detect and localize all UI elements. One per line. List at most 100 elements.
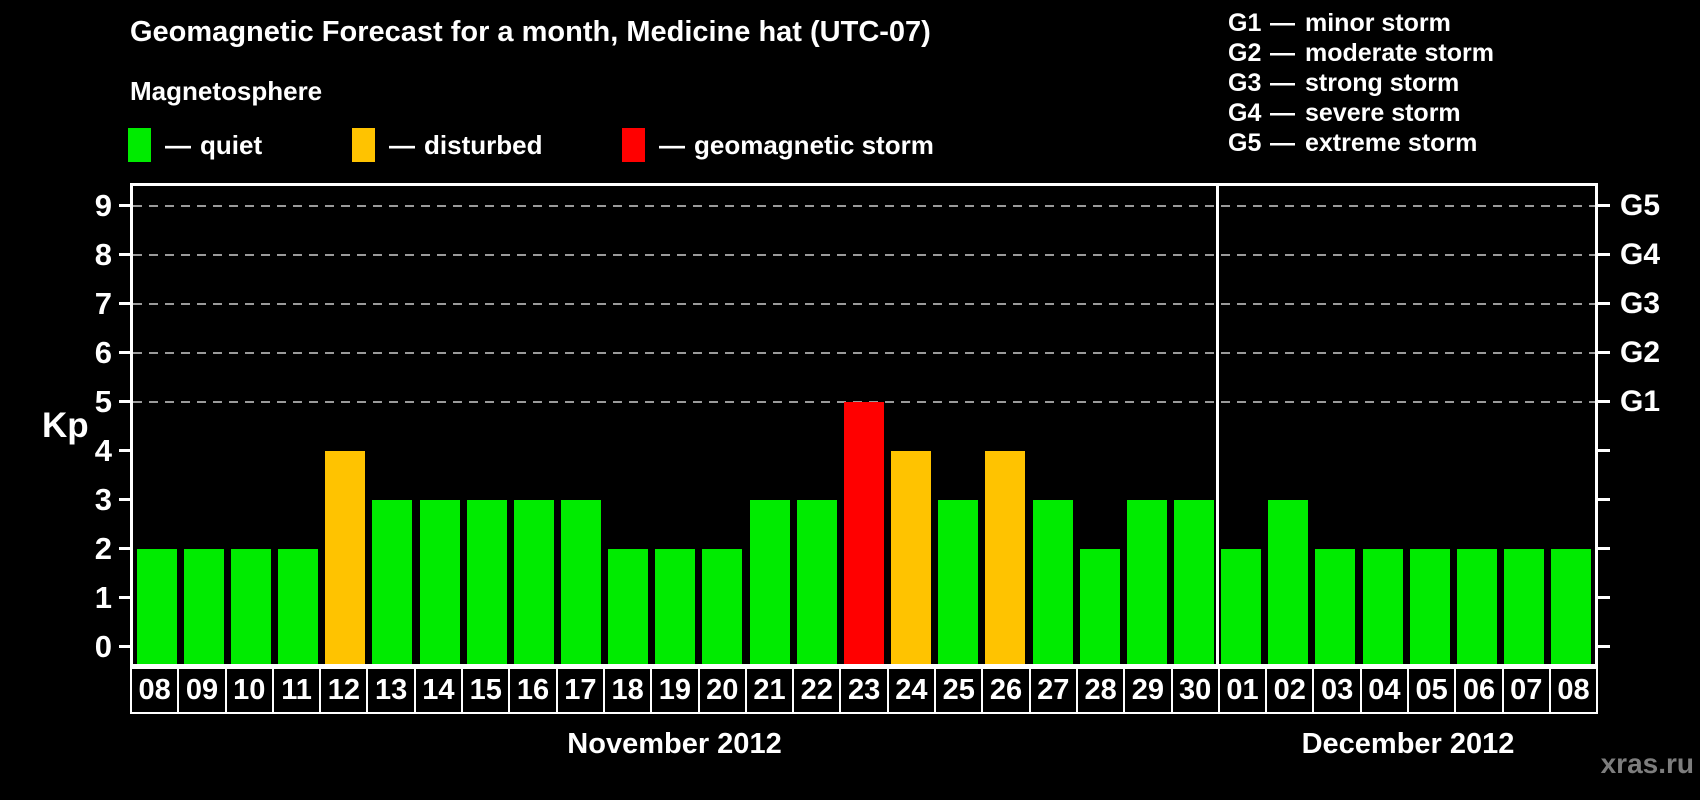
y-axis-tick-left bbox=[119, 351, 130, 355]
bar-slot bbox=[840, 186, 887, 664]
bar-slot bbox=[1265, 186, 1312, 664]
storm-scale-label: extreme storm bbox=[1305, 129, 1478, 157]
quiet-color-swatch bbox=[128, 128, 151, 162]
day-label-cell: 18 bbox=[602, 667, 653, 714]
bar-slot bbox=[1359, 186, 1406, 664]
storm-scale-code: G2 bbox=[1228, 39, 1262, 67]
bars-layer bbox=[133, 186, 1595, 664]
bar-slot bbox=[133, 186, 180, 664]
day-label-cell: 06 bbox=[1454, 667, 1504, 714]
kp-bar-day-01 bbox=[1221, 548, 1262, 664]
kp-bar-day-20 bbox=[702, 548, 743, 664]
bar-slot bbox=[1453, 186, 1500, 664]
bar-slot bbox=[1406, 186, 1453, 664]
day-label-cell: 29 bbox=[1123, 667, 1173, 714]
kp-bar-day-03 bbox=[1315, 548, 1356, 664]
kp-bar-day-26 bbox=[985, 450, 1026, 664]
day-label-cell: 15 bbox=[461, 667, 511, 714]
y-axis-tick-label: 8 bbox=[94, 236, 112, 272]
y-axis-tick-right bbox=[1597, 302, 1610, 306]
bar-slot bbox=[227, 186, 274, 664]
legend-dash: — bbox=[389, 129, 415, 160]
day-label-cell: 02 bbox=[1265, 667, 1315, 714]
bar-slot bbox=[369, 186, 416, 664]
day-label-cell: 17 bbox=[555, 667, 605, 714]
day-label-cell: 10 bbox=[224, 667, 274, 714]
kp-bar-day-06 bbox=[1456, 548, 1497, 664]
kp-bar-day-08 bbox=[136, 548, 177, 664]
bar-slot bbox=[1312, 186, 1359, 664]
storm-scale-code: G4 bbox=[1228, 99, 1262, 127]
kp-bar-day-30 bbox=[1174, 499, 1215, 664]
storm-scale-dash: — bbox=[1270, 9, 1295, 37]
day-label-cell: 20 bbox=[697, 667, 747, 714]
kp-bar-day-16 bbox=[513, 499, 554, 664]
bar-slot bbox=[935, 186, 982, 664]
storm-scale-label: severe storm bbox=[1305, 99, 1461, 127]
storm-scale-row: G2 — moderate storm bbox=[1228, 38, 1494, 68]
gridline-kp-5 bbox=[133, 400, 1595, 403]
y-axis-tick-label: 1 bbox=[94, 579, 112, 615]
y-axis-tick-left bbox=[119, 645, 130, 649]
day-label-cell: 26 bbox=[981, 667, 1031, 714]
y-axis-tick-left bbox=[119, 400, 130, 404]
day-label-cell: 04 bbox=[1359, 667, 1410, 714]
storm-scale-code: G3 bbox=[1228, 69, 1262, 97]
bar-slot bbox=[322, 186, 369, 664]
bar-slot bbox=[557, 186, 604, 664]
legend-item-label: disturbed bbox=[424, 129, 543, 160]
kp-bar-day-13 bbox=[372, 499, 413, 664]
kp-bar-day-21 bbox=[749, 499, 790, 664]
storm-scale-row: G5 — extreme storm bbox=[1228, 128, 1494, 158]
y-axis-tick-right bbox=[1597, 645, 1610, 649]
y-axis-tick-left bbox=[119, 596, 130, 600]
kp-bar-day-25 bbox=[938, 499, 979, 664]
kp-bar-day-27 bbox=[1032, 499, 1073, 664]
y-axis-title: Kp bbox=[42, 406, 89, 445]
storm-scale-row: G1 — minor storm bbox=[1228, 8, 1494, 38]
bar-slot bbox=[1123, 186, 1170, 664]
bar-slot bbox=[180, 186, 227, 664]
kp-bar-day-10 bbox=[230, 548, 271, 664]
kp-bar-day-17 bbox=[560, 499, 601, 664]
kp-bar-day-05 bbox=[1409, 548, 1450, 664]
y-axis-tick-label: 6 bbox=[94, 334, 112, 370]
bar-slot bbox=[274, 186, 321, 664]
bar-slot bbox=[510, 186, 557, 664]
kp-bar-day-11 bbox=[278, 548, 319, 664]
bar-slot bbox=[463, 186, 510, 664]
g-level-label-G1: G1 bbox=[1620, 384, 1661, 418]
bar-slot bbox=[1076, 186, 1123, 664]
y-axis-tick-left bbox=[119, 302, 130, 306]
y-axis-tick-label: 0 bbox=[94, 628, 112, 664]
magnetosphere-heading: Magnetosphere bbox=[130, 76, 323, 106]
y-axis-tick-right bbox=[1597, 547, 1610, 551]
y-axis-tick-left bbox=[119, 449, 130, 453]
gridline-kp-6 bbox=[133, 351, 1595, 354]
day-label-cell: 30 bbox=[1170, 667, 1220, 714]
legend-dash: — bbox=[165, 129, 191, 160]
bar-slot bbox=[1170, 186, 1217, 664]
storm-scale-label: strong storm bbox=[1305, 69, 1460, 97]
gridline-kp-7 bbox=[133, 302, 1595, 305]
legend-item-disturbed: — disturbed bbox=[352, 128, 542, 162]
y-axis-tick-right bbox=[1597, 449, 1610, 453]
legend-item-label: quiet bbox=[200, 129, 263, 160]
storm-scale-dash: — bbox=[1270, 129, 1295, 157]
y-axis-tick-label: 5 bbox=[94, 383, 112, 419]
y-axis-tick-right bbox=[1597, 253, 1610, 257]
kp-bar-day-23 bbox=[843, 401, 884, 664]
day-label-cell: 23 bbox=[839, 667, 889, 714]
legend-item-storm: — geomagnetic storm bbox=[622, 128, 934, 162]
kp-bar-day-08 bbox=[1551, 548, 1592, 664]
kp-bar-day-02 bbox=[1268, 499, 1309, 664]
day-label-cell: 14 bbox=[413, 667, 464, 714]
day-label-cell: 03 bbox=[1312, 667, 1362, 714]
kp-bar-day-24 bbox=[891, 450, 932, 664]
y-axis-tick-left bbox=[119, 547, 130, 551]
g-level-label-G3: G3 bbox=[1620, 286, 1661, 320]
kp-bar-day-29 bbox=[1126, 499, 1167, 664]
storm-scale-label: moderate storm bbox=[1305, 39, 1494, 67]
day-label-cell: 08 bbox=[130, 667, 180, 714]
y-axis-tick-right bbox=[1597, 351, 1610, 355]
